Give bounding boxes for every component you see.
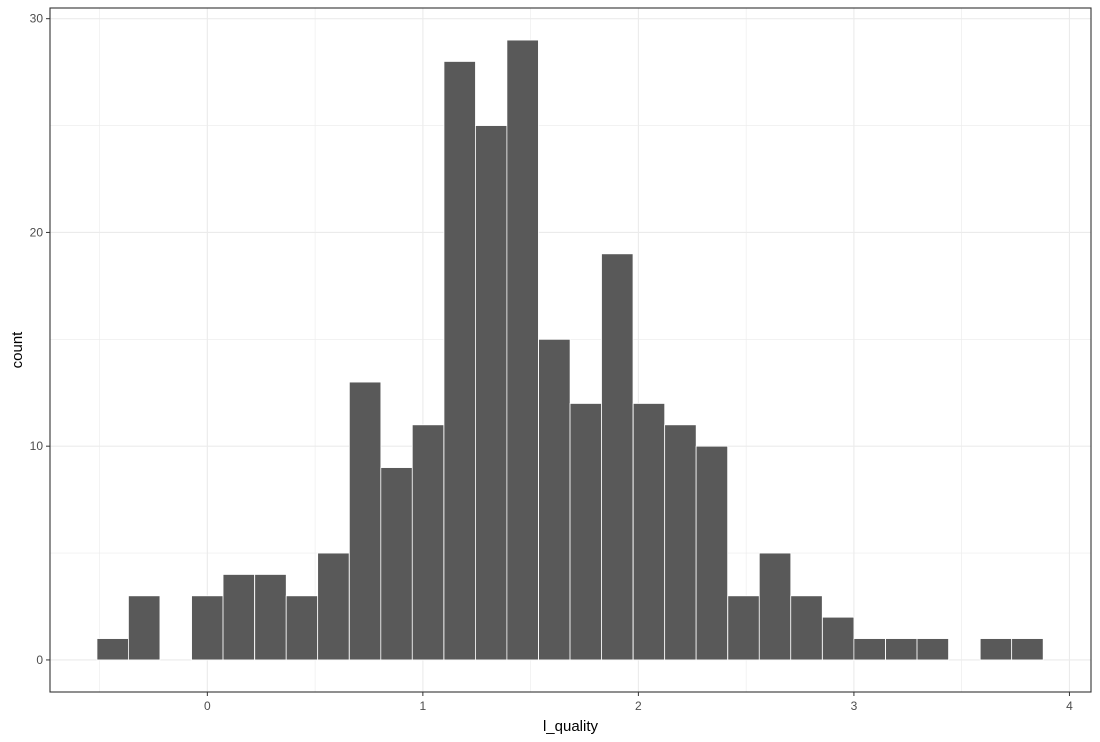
y-axis: 0 10 20 30 <box>30 12 50 667</box>
histogram-bar <box>790 595 823 661</box>
y-tick-label: 30 <box>30 12 44 26</box>
y-tick-label: 0 <box>36 653 43 667</box>
histogram-bar <box>885 638 918 661</box>
x-tick-label: 1 <box>420 699 427 713</box>
histogram-bar <box>664 424 697 661</box>
x-tick-label: 2 <box>635 699 642 713</box>
histogram-bar <box>822 616 855 661</box>
y-tick-label: 20 <box>30 225 44 239</box>
x-axis-title: l_quality <box>543 718 599 735</box>
x-axis: 0 1 2 3 4 <box>204 692 1073 713</box>
x-tick-label: 0 <box>204 699 211 713</box>
histogram-bar <box>695 445 729 661</box>
x-tick-label: 4 <box>1066 699 1073 713</box>
histogram-bar <box>222 574 255 661</box>
panel-border <box>49 7 1092 693</box>
histogram-bar <box>411 424 445 661</box>
x-tick-label: 3 <box>851 699 858 713</box>
histogram-bar <box>285 595 319 661</box>
histogram-bar <box>506 39 539 661</box>
histogram-bar <box>96 638 129 661</box>
histogram-bar <box>727 595 760 661</box>
y-axis-title: count <box>9 331 26 369</box>
histogram-bar <box>1011 638 1044 661</box>
histogram-bar <box>569 403 602 661</box>
histogram-bar <box>916 638 949 661</box>
histogram-bar <box>475 125 508 661</box>
histogram-bar <box>979 638 1013 661</box>
histogram-bar <box>380 467 413 661</box>
histogram-bar <box>348 381 382 661</box>
histogram-bar <box>443 61 476 661</box>
histogram-bar <box>317 552 350 661</box>
histogram-bar <box>538 338 571 661</box>
histogram-bar <box>128 595 161 661</box>
histogram-bars <box>96 39 1044 661</box>
histogram-bar <box>853 638 886 661</box>
histogram-bar <box>191 595 224 661</box>
histogram-bar <box>632 403 666 661</box>
histogram-bar <box>254 574 287 661</box>
histogram-bar <box>601 253 634 661</box>
histogram-bar <box>758 552 792 661</box>
y-tick-label: 10 <box>30 439 44 453</box>
